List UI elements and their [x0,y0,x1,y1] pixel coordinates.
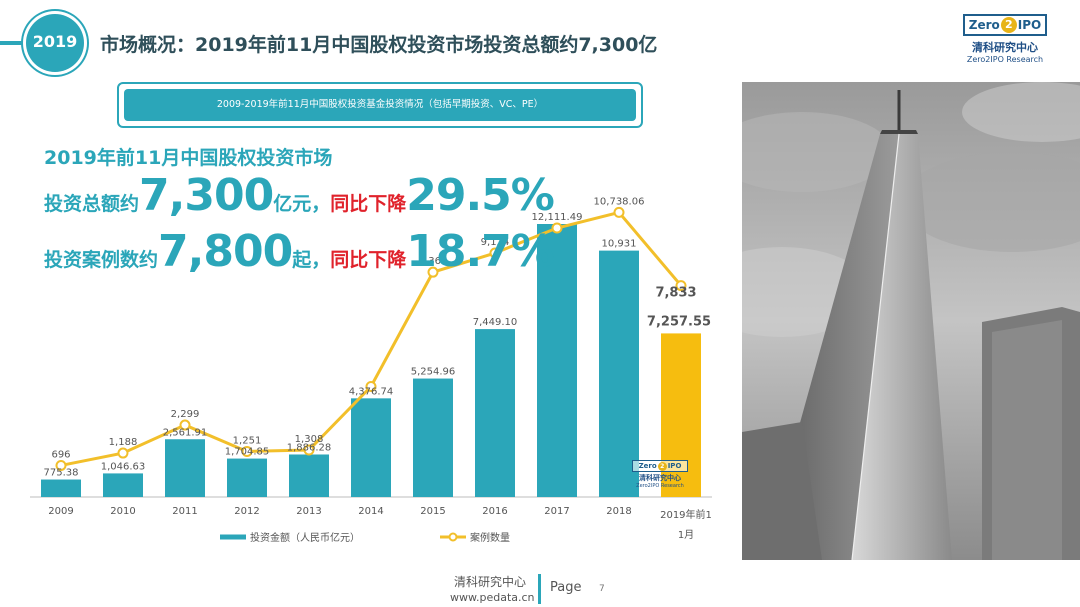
skyscraper-illustration [742,82,1080,560]
bar-label-2017: 12,111.49 [532,212,583,223]
x-tick-2018: 2018 [606,506,631,517]
x-tick-2011: 2011 [172,506,197,517]
header-accent-line [0,41,28,45]
case-point-2016 [489,247,501,259]
watermark-mark-left: Zero [638,462,657,470]
watermark-cn: 清科研究中心 [639,474,681,482]
x-tick-2009: 2009 [48,506,73,517]
cases-change-value: 18.7% [406,226,555,277]
bar-label-2015: 5,254.96 [411,367,456,378]
amount-change-value: 29.5% [406,170,555,221]
case-point-2014 [365,380,377,392]
bar-label-2012: 1,704.85 [225,447,270,458]
case-label-2019年前11月: 7,833 [655,286,696,301]
x-tick-2019年前11月-line2: 1月 [678,529,694,541]
bar-label-2018: 10,931 [602,239,637,250]
bar-2014 [351,398,391,497]
case-point-2012 [241,445,253,457]
footer-org: 清科研究中心 [454,575,527,589]
cases-unit: 起， [292,249,331,271]
bar-2012 [227,458,267,497]
x-tick-2014: 2014 [358,506,383,517]
bar-label-2013: 1,886.28 [287,442,332,453]
logo-mark-two: 2 [1000,17,1017,33]
case-point-2013 [303,444,315,456]
year-badge: 2019 [26,14,84,72]
legend-line-label: 案例数量 [470,531,510,544]
bar-label-2010: 1,046.63 [101,461,146,472]
case-point-2017 [551,222,563,234]
chart-title-text: 2009-2019年前11月中国股权投资基金投资情况（包括早期投资、VC、PE） [124,89,636,121]
case-point-2018 [613,206,625,218]
amount-prefix: 投资总额约 [44,193,140,215]
footer-page-label: Page [550,580,582,595]
case-point-2015 [427,266,439,278]
case-point-2010 [117,447,129,459]
cases-change-label: 同比下降 [330,249,407,271]
case-point-2011 [179,419,191,431]
case-point-2019年前11月 [675,280,687,292]
bar-2009 [41,479,81,497]
case-label-2013: 1,308 [295,434,324,445]
bar-label-2016: 7,449.10 [473,317,518,328]
footer-divider [538,574,541,604]
bar-2013 [289,454,329,497]
case-label-2009: 696 [51,449,70,460]
logo-cn-text: 清科研究中心 [972,41,1038,54]
legend-bar-label: 投资金额（人民币亿元） [250,531,360,544]
amount-change-label: 同比下降 [330,193,407,215]
logo-mark: Zero 2 IPO [963,14,1047,36]
bar-label-2014: 4,376.74 [349,386,394,397]
year-badge-text: 2019 [32,32,78,51]
x-tick-2019年前11月-line1: 2019年前1 [660,508,712,521]
logo-en-text: Zero2IPO Research [966,55,1044,64]
headline-cases: 投资案例数约7,800起，同比下降18.7% [44,226,555,277]
bar-label-2009: 775.38 [44,468,79,479]
footer-url[interactable]: www.pedata.cn [450,591,535,604]
watermark-en: Zero2IPO Research [636,483,684,489]
amount-value: 7,300 [139,170,274,221]
footer-page-number: 7 [599,584,605,594]
bar-label-2011: 2,561.91 [163,427,208,438]
watermark-mark-two: 2 [657,462,667,471]
amount-unit: 亿元， [273,193,331,215]
legend-line-marker [448,532,458,542]
bar-2015 [413,378,453,497]
skyscraper-photo [742,82,1080,560]
watermark-mark-right: IPO [667,462,682,470]
bar-2016 [475,329,515,497]
x-tick-2010: 2010 [110,506,135,517]
bar-2017 [537,224,577,497]
case-point-2009 [55,459,67,471]
case-label-2018: 10,738.06 [594,196,645,207]
case-label-2010: 1,188 [109,437,138,448]
case-label-2016: 9,124 [481,237,510,248]
chart-title-banner: 2009-2019年前11月中国股权投资基金投资情况（包括早期投资、VC、PE） [117,82,643,128]
x-tick-2016: 2016 [482,506,507,517]
case-label-2011: 2,299 [171,409,200,420]
bar-2010 [103,473,143,497]
x-tick-2015: 2015 [420,506,445,517]
case-label-2015: 8,365 [419,256,448,267]
x-tick-2017: 2017 [544,506,569,517]
logo-mark-right: IPO [1017,18,1042,32]
logo-mark-left: Zero [968,18,1000,32]
bar-2011 [165,439,205,497]
x-tick-2013: 2013 [296,506,321,517]
x-tick-2012: 2012 [234,506,259,517]
cases-prefix: 投资案例数约 [44,249,159,271]
page-title: 市场概况：2019年前11月中国股权投资市场投资总额约7,300亿 [100,34,658,56]
cases-value: 7,800 [158,226,293,277]
chart-watermark: Zero 2 IPO 清科研究中心 Zero2IPO Research [632,460,688,489]
watermark-mark: Zero 2 IPO [632,460,688,472]
headline-market: 2019年前11月中国股权投资市场 [44,147,333,169]
bar-2018 [599,250,639,497]
headline-amount: 投资总额约7,300亿元，同比下降29.5% [44,170,555,221]
bar-label-2019年前11月: 7,257.55 [647,314,711,329]
case-label-2012: 1,251 [233,435,262,446]
zero2ipo-logo: Zero 2 IPO 清科研究中心 Zero2IPO Research [963,14,1047,64]
